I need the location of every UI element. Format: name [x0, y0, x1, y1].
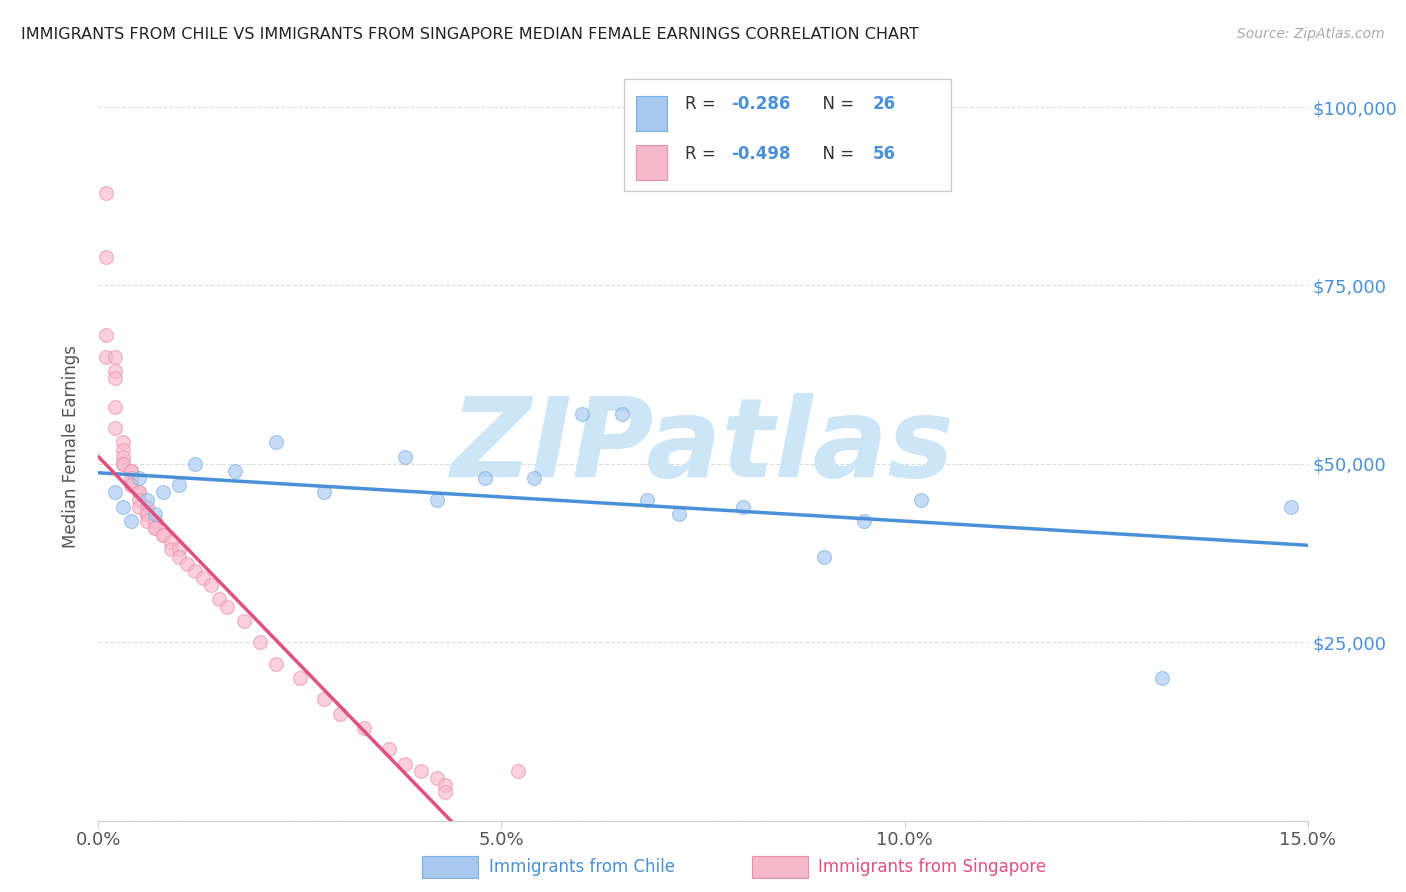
- Point: [111, 450, 134, 464]
- Point: [264, 657, 287, 671]
- Point: [143, 507, 166, 521]
- Point: [377, 742, 399, 756]
- Point: [434, 785, 457, 799]
- Point: [103, 364, 125, 378]
- Text: R =: R =: [685, 145, 721, 162]
- Point: [426, 771, 449, 785]
- Point: [96, 186, 118, 200]
- Text: IMMIGRANTS FROM CHILE VS IMMIGRANTS FROM SINGAPORE MEDIAN FEMALE EARNINGS CORREL: IMMIGRANTS FROM CHILE VS IMMIGRANTS FROM…: [21, 27, 920, 42]
- Point: [135, 514, 157, 528]
- Point: [128, 471, 150, 485]
- Point: [329, 706, 352, 721]
- Point: [135, 507, 157, 521]
- Text: Source: ZipAtlas.com: Source: ZipAtlas.com: [1237, 27, 1385, 41]
- Text: R =: R =: [685, 95, 721, 112]
- Point: [184, 564, 207, 578]
- Point: [571, 407, 593, 421]
- Point: [314, 485, 336, 500]
- Point: [733, 500, 755, 514]
- Point: [128, 485, 150, 500]
- Point: [167, 542, 190, 557]
- Point: [314, 692, 336, 706]
- Text: Immigrants from Chile: Immigrants from Chile: [489, 858, 675, 876]
- Point: [128, 492, 150, 507]
- Point: [143, 521, 166, 535]
- Point: [135, 500, 157, 514]
- Point: [264, 435, 287, 450]
- Point: [217, 599, 239, 614]
- Bar: [637, 145, 666, 180]
- Point: [152, 485, 174, 500]
- Point: [288, 671, 311, 685]
- Point: [128, 500, 150, 514]
- Text: ZIPatlas: ZIPatlas: [451, 392, 955, 500]
- Point: [167, 549, 190, 564]
- Point: [193, 571, 215, 585]
- Point: [128, 485, 150, 500]
- Point: [111, 435, 134, 450]
- FancyBboxPatch shape: [624, 78, 950, 191]
- Point: [434, 778, 457, 792]
- Point: [1281, 500, 1303, 514]
- Point: [208, 592, 231, 607]
- Point: [111, 500, 134, 514]
- Point: [394, 756, 416, 771]
- Point: [96, 328, 118, 343]
- Text: -0.498: -0.498: [731, 145, 790, 162]
- Point: [96, 350, 118, 364]
- Point: [120, 471, 142, 485]
- Point: [120, 478, 142, 492]
- Bar: [637, 96, 666, 131]
- Point: [813, 549, 835, 564]
- Point: [120, 514, 142, 528]
- Point: [103, 350, 125, 364]
- Point: [111, 442, 134, 457]
- Point: [474, 471, 496, 485]
- Point: [636, 492, 658, 507]
- Point: [120, 464, 142, 478]
- Point: [523, 471, 546, 485]
- Point: [103, 485, 125, 500]
- Text: Immigrants from Singapore: Immigrants from Singapore: [818, 858, 1046, 876]
- Point: [152, 528, 174, 542]
- Point: [506, 764, 529, 778]
- Point: [111, 457, 134, 471]
- Point: [152, 528, 174, 542]
- Point: [232, 614, 254, 628]
- Point: [160, 542, 183, 557]
- Point: [143, 514, 166, 528]
- Point: [426, 492, 449, 507]
- Text: 26: 26: [872, 95, 896, 112]
- Point: [668, 507, 690, 521]
- Point: [176, 557, 198, 571]
- Point: [910, 492, 932, 507]
- Point: [200, 578, 222, 592]
- Point: [160, 535, 183, 549]
- Point: [143, 521, 166, 535]
- Point: [394, 450, 416, 464]
- Point: [353, 721, 375, 735]
- Text: N =: N =: [811, 95, 859, 112]
- Text: -0.286: -0.286: [731, 95, 790, 112]
- Point: [96, 250, 118, 264]
- Point: [184, 457, 207, 471]
- Point: [853, 514, 876, 528]
- Point: [224, 464, 246, 478]
- Y-axis label: Median Female Earnings: Median Female Earnings: [62, 344, 80, 548]
- Point: [120, 464, 142, 478]
- Point: [103, 421, 125, 435]
- Point: [249, 635, 271, 649]
- Point: [103, 371, 125, 385]
- Point: [167, 478, 190, 492]
- Point: [111, 457, 134, 471]
- Point: [409, 764, 432, 778]
- Point: [135, 492, 157, 507]
- Point: [135, 507, 157, 521]
- Point: [103, 400, 125, 414]
- Text: N =: N =: [811, 145, 859, 162]
- Point: [612, 407, 634, 421]
- Text: 56: 56: [872, 145, 896, 162]
- Point: [1152, 671, 1174, 685]
- Point: [120, 478, 142, 492]
